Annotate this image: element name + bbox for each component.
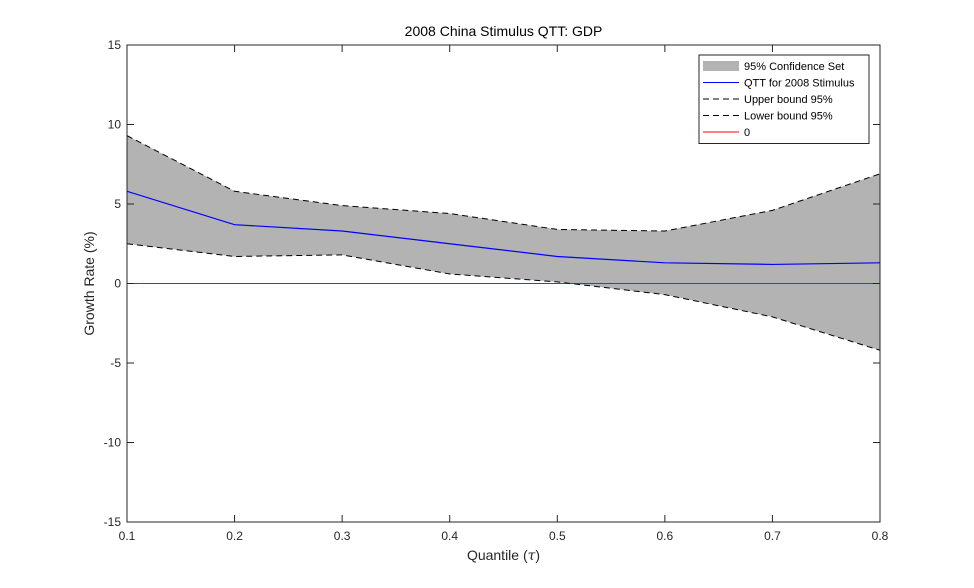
legend: 95% Confidence Set QTT for 2008 Stimulus U…: [698, 54, 870, 144]
chart-title: 2008 China Stimulus QTT: GDP: [405, 23, 603, 39]
y-tick-label: 15: [108, 38, 122, 52]
x-tick-label: 0.4: [441, 529, 458, 543]
y-tick-label: -10: [104, 436, 122, 450]
x-tick-label: 0.7: [764, 529, 781, 543]
legend-swatch-band: [703, 61, 739, 71]
y-tick-label: 10: [108, 118, 122, 132]
x-tick-label: 0.5: [549, 529, 566, 543]
legend-entry-label: 95% Confidence Set: [744, 61, 844, 73]
qtt-line: [126, 190, 881, 266]
legend-entry-label: Lower bound 95%: [744, 111, 833, 123]
y-tick-label: -15: [104, 515, 122, 529]
x-tick-label: 0.2: [226, 529, 243, 543]
x-axis-label: Quantile (τ): [467, 547, 540, 564]
x-axis-label-end: ): [535, 547, 540, 563]
y-tick-label: 0: [114, 277, 121, 291]
x-tick-label: 0.3: [334, 529, 351, 543]
legend-entry-label: QTT for 2008 Stimulus: [744, 78, 855, 90]
axes: 0.1 0.2 0.3 0.4 0.5 0.6 0.7 0.8 -15 -10 -5 0 5 10 15: [104, 38, 889, 543]
legend-entry-label: Upper bound 95%: [744, 94, 833, 106]
y-tick-label: -5: [110, 356, 121, 370]
x-axis-label-symbol: τ: [528, 548, 536, 564]
confidence-band: [127, 135, 880, 351]
x-tick-label: 0.8: [872, 529, 889, 543]
x-tick-label: 0.6: [657, 529, 674, 543]
legend-entry-label: 0: [744, 127, 750, 139]
x-axis-label-text: Quantile (: [467, 547, 528, 563]
upper-bound-line: [126, 135, 881, 232]
lower-bound-line: [126, 243, 881, 351]
y-tick-label: 5: [114, 197, 121, 211]
x-tick-label: 0.1: [119, 529, 136, 543]
y-axis-label: Growth Rate (%): [81, 231, 97, 335]
